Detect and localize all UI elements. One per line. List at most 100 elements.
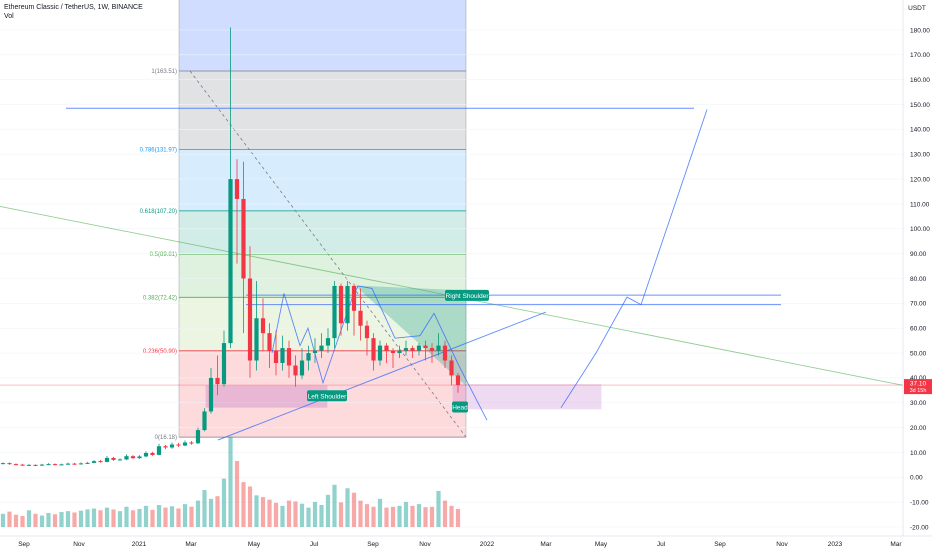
volume-bar xyxy=(345,488,350,527)
candle-body[interactable] xyxy=(442,345,448,361)
candle-body[interactable] xyxy=(208,377,214,412)
volume-bar xyxy=(377,498,383,527)
candle-body[interactable] xyxy=(254,318,259,361)
candle-body[interactable] xyxy=(267,333,272,351)
candle-body[interactable] xyxy=(0,463,6,465)
candle-body[interactable] xyxy=(358,310,363,326)
candle-body[interactable] xyxy=(52,464,58,466)
candle-body[interactable] xyxy=(78,463,84,465)
candle-body[interactable] xyxy=(423,345,428,349)
ascending-support-line[interactable] xyxy=(217,311,547,441)
candle-body[interactable] xyxy=(72,463,77,465)
candle-body[interactable] xyxy=(215,377,220,385)
annotations[interactable]: Left Shoulder Right Shoulder Head xyxy=(307,289,489,413)
symbol-title[interactable]: Ethereum Classic / TetherUS, 1W, BINANCE xyxy=(4,4,143,11)
candle-body[interactable] xyxy=(59,464,64,466)
time-axis[interactable]: Sep Nov 2021 Mar May Jul Sep Nov 2022 Mar May Jul Se… xyxy=(0,535,932,550)
right-shoulder-triangle[interactable] xyxy=(354,285,467,387)
candle-body[interactable] xyxy=(169,444,175,448)
candle-body[interactable] xyxy=(410,348,415,351)
candle-body[interactable] xyxy=(221,343,227,385)
candle-body[interactable] xyxy=(299,360,305,376)
price-tick-label: 160.00 xyxy=(910,77,930,84)
candle-body[interactable] xyxy=(85,462,90,464)
pattern-label-text: Head xyxy=(452,404,468,411)
candle-body[interactable] xyxy=(241,198,246,279)
fibonacci-retracement[interactable]: 1(163.51) 0.786(131.97) 0.618(107.20) 0.5(8… xyxy=(140,0,467,441)
candle-body[interactable] xyxy=(104,457,110,462)
candle-body[interactable] xyxy=(371,338,376,361)
candle-body[interactable] xyxy=(345,285,350,324)
candle-body[interactable] xyxy=(325,338,331,346)
candle-body[interactable] xyxy=(156,446,162,455)
volume-bar xyxy=(176,508,181,527)
candle-body[interactable] xyxy=(195,430,201,444)
head-shoulders-path[interactable] xyxy=(271,285,488,421)
candle-body[interactable] xyxy=(20,464,25,466)
candle-body[interactable] xyxy=(176,444,181,446)
candle-body[interactable] xyxy=(286,348,292,366)
candle-body[interactable] xyxy=(130,456,136,459)
candle-body[interactable] xyxy=(293,365,298,376)
candle-body[interactable] xyxy=(13,464,19,466)
candle-body[interactable] xyxy=(189,442,194,444)
candle-body[interactable] xyxy=(137,456,142,459)
candle-body[interactable] xyxy=(182,442,188,446)
pattern-label[interactable]: Right Shoulder xyxy=(445,289,489,301)
candle-body[interactable] xyxy=(436,345,441,351)
candle-body[interactable] xyxy=(306,353,311,361)
demand-zone-right[interactable] xyxy=(452,384,602,410)
candle-body[interactable] xyxy=(91,461,97,463)
candle-body[interactable] xyxy=(7,463,12,465)
candle-body[interactable] xyxy=(65,463,71,465)
price-tick-label: 40.00 xyxy=(910,375,927,382)
candle-body[interactable] xyxy=(202,411,207,431)
candle-body[interactable] xyxy=(416,345,422,351)
bar-countdown: 3d 15h xyxy=(910,388,927,394)
candle-body[interactable] xyxy=(384,345,389,351)
pattern-label-bg xyxy=(307,390,347,402)
candle-body[interactable] xyxy=(390,350,396,354)
candle-body[interactable] xyxy=(319,345,324,351)
candle-body[interactable] xyxy=(143,452,149,457)
volume-indicator-label[interactable]: Vol xyxy=(4,13,14,20)
candle-body[interactable] xyxy=(273,350,279,363)
candle-body[interactable] xyxy=(332,285,337,339)
candle-body[interactable] xyxy=(33,464,38,466)
candle-body[interactable] xyxy=(228,179,233,344)
price-axis[interactable]: USDT 180.00 170.00 160.00 150.00 140.00 130.00… xyxy=(902,0,932,550)
candle-body[interactable] xyxy=(397,350,402,354)
last-price-tag[interactable] xyxy=(904,379,932,395)
candles[interactable] xyxy=(0,27,461,467)
candle-body[interactable] xyxy=(338,285,344,324)
candle-body[interactable] xyxy=(351,285,357,311)
candle-body[interactable] xyxy=(260,318,266,334)
trend-drawings[interactable] xyxy=(0,107,904,441)
candle-body[interactable] xyxy=(163,446,168,448)
candle-body[interactable] xyxy=(280,348,285,363)
candle-body[interactable] xyxy=(98,461,103,463)
candle-body[interactable] xyxy=(117,459,123,461)
candle-body[interactable] xyxy=(39,464,45,466)
candle-body[interactable] xyxy=(312,350,318,354)
candle-body[interactable] xyxy=(111,457,116,460)
pattern-label[interactable]: Left Shoulder xyxy=(307,390,347,402)
candle-body[interactable] xyxy=(234,179,240,199)
candle-body[interactable] xyxy=(247,278,253,361)
pattern-label-bg xyxy=(445,289,489,301)
price-projection-path[interactable] xyxy=(560,109,708,408)
time-tick-label: Mar xyxy=(540,541,552,548)
candle-body[interactable] xyxy=(429,348,435,351)
candle-body[interactable] xyxy=(455,375,461,386)
time-tick-label: Sep xyxy=(367,541,379,548)
candle-body[interactable] xyxy=(124,456,129,460)
candle-body[interactable] xyxy=(449,360,454,376)
candle-body[interactable] xyxy=(46,464,51,466)
candle-body[interactable] xyxy=(377,345,383,361)
candle-body[interactable] xyxy=(26,464,32,466)
candle-body[interactable] xyxy=(364,325,370,339)
candle-body[interactable] xyxy=(403,348,409,351)
pattern-label[interactable]: Head xyxy=(452,401,468,413)
candle-body[interactable] xyxy=(150,452,155,455)
